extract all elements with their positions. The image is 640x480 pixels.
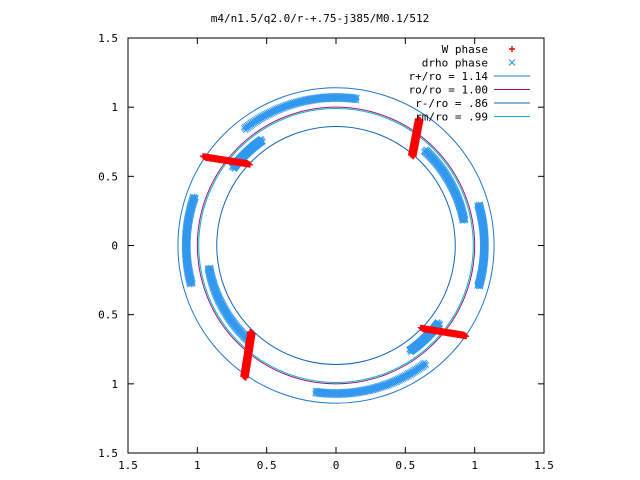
w-point <box>410 153 417 160</box>
legend-drho-phase-marker <box>508 59 516 66</box>
w-point <box>409 152 416 159</box>
x-tick-label: 0.5 <box>395 459 415 472</box>
legend-w-phase: W phase <box>442 43 515 56</box>
w-point <box>463 333 470 340</box>
drho-point <box>408 349 414 356</box>
drho-point <box>477 201 484 208</box>
w-point <box>245 160 252 167</box>
circle-ro <box>196 106 476 385</box>
drho-point <box>258 135 264 142</box>
radius-circles <box>177 87 495 404</box>
x-tick-label: 0 <box>333 459 340 472</box>
drho-point <box>188 281 195 288</box>
drho-point <box>475 201 482 208</box>
legend-rm: rm/ro = .99 <box>415 111 530 124</box>
legend-w-phase-marker <box>509 46 515 52</box>
drho-point <box>190 280 196 287</box>
drho-point <box>240 124 247 131</box>
w-point <box>242 374 249 381</box>
legend-r-minus: r-/ro = .86 <box>415 97 530 110</box>
y-tick-labels: 1.5 1 0.5 0 0.5 1 1.5 <box>98 32 118 460</box>
y-tick-label: 1 <box>111 378 118 391</box>
y-tick-label: 0.5 <box>98 170 118 183</box>
legend-r-minus-label: r-/ro = .86 <box>415 97 488 110</box>
axis-ticks <box>127 37 545 454</box>
legend-ro: ro/ro = 1.00 <box>409 84 530 97</box>
drho-point <box>423 146 429 153</box>
x-tick-label: 1.5 <box>118 459 138 472</box>
legend-rm-label: rm/ro = .99 <box>415 111 488 124</box>
w-point <box>246 161 253 168</box>
legend-w-phase-label: W phase <box>442 43 488 56</box>
y-tick-label: 1.5 <box>98 447 118 460</box>
drho-point <box>186 281 193 288</box>
legend-drho-phase-label: drho phase <box>422 57 488 70</box>
legend-drho-phase: drho phase <box>422 57 516 70</box>
y-tick-label: 1 <box>111 101 118 114</box>
x-tick-label: 0.5 <box>257 459 277 472</box>
x-tick-labels: 1.5 1 0.5 0 0.5 1 1.5 <box>118 459 554 472</box>
y-tick-label: 0.5 <box>98 309 118 322</box>
legend-ro-label: ro/ro = 1.00 <box>409 84 488 97</box>
w-phase-points <box>200 115 470 381</box>
chart-title: m4/n1.5/q2.0/r-+.75-j385/M0.1/512 <box>211 12 430 25</box>
y-tick-label: 1.5 <box>98 32 118 45</box>
circle-rm <box>198 108 474 383</box>
x-tick-label: 1.5 <box>534 459 554 472</box>
drho-phase-points <box>181 92 489 399</box>
circle-r-plus <box>177 87 495 404</box>
drho-point <box>423 362 430 368</box>
x-tick-label: 1 <box>471 459 478 472</box>
y-tick-label: 0 <box>111 240 118 253</box>
legend-r-plus-label: r+/ro = 1.14 <box>409 70 489 83</box>
w-point <box>461 332 468 339</box>
w-point <box>241 373 248 380</box>
x-tick-label: 1 <box>194 459 201 472</box>
circle-r-minus <box>216 126 456 365</box>
legend-r-plus: r+/ro = 1.14 <box>409 70 530 83</box>
drho-point <box>474 202 480 209</box>
